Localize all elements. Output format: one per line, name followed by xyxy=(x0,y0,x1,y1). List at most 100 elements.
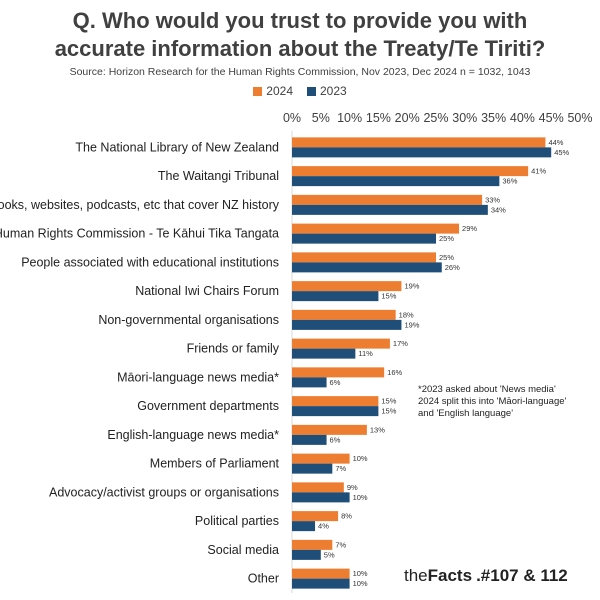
category-label: Non-governmental organisations xyxy=(98,313,279,327)
x-tick-label: 40% xyxy=(510,111,535,125)
data-label-2024: 44% xyxy=(548,138,563,147)
bar-2024 xyxy=(292,396,379,407)
bar-2024 xyxy=(292,482,344,493)
bar-2024 xyxy=(292,511,339,522)
data-label-2024: 25% xyxy=(439,253,454,262)
data-label-2023: 5% xyxy=(324,550,335,559)
x-tick-label: 0% xyxy=(283,111,301,125)
x-tick-label: 20% xyxy=(395,111,420,125)
x-tick-label: 45% xyxy=(539,111,564,125)
data-label-2024: 33% xyxy=(485,195,500,204)
data-label-2023: 36% xyxy=(502,177,517,186)
bar-2024 xyxy=(292,223,460,234)
category-label: Friends or family xyxy=(187,342,280,356)
legend-label-2024: 2024 xyxy=(266,84,293,98)
x-tick-label: 25% xyxy=(423,111,448,125)
category-label: Government departments xyxy=(137,399,279,413)
legend-item-2023: 2023 xyxy=(307,84,347,98)
bar-2024 xyxy=(292,338,390,349)
data-label-2024: 15% xyxy=(381,397,396,406)
data-label-2023: 15% xyxy=(381,292,396,301)
annotation-line-1: *2023 asked about 'News media' xyxy=(418,384,556,395)
brand-part-facts: Facts xyxy=(427,566,473,585)
data-label-2024: 9% xyxy=(347,483,358,492)
bar-2024 xyxy=(292,453,350,464)
category-label: The National Library of New Zealand xyxy=(75,140,279,154)
bar-2024 xyxy=(292,281,402,292)
category-label: Advocacy/activist groups or organisation… xyxy=(49,485,279,499)
bar-2023 xyxy=(292,233,436,244)
legend-swatch-2024 xyxy=(253,86,263,96)
bar-2024 xyxy=(292,166,529,177)
data-label-2023: 6% xyxy=(330,435,341,444)
category-label: English-language news media* xyxy=(107,428,279,442)
data-label-2024: 17% xyxy=(393,339,408,348)
chart-source: Source: Horizon Research for the Human R… xyxy=(69,66,531,78)
data-label-2023: 45% xyxy=(554,148,569,157)
annotation-line-3: and 'English language' xyxy=(418,408,514,419)
category-label: People associated with educational insti… xyxy=(21,255,279,269)
bar-2024 xyxy=(292,568,350,579)
bar-2023 xyxy=(292,578,350,589)
bar-2023 xyxy=(292,204,488,215)
legend-label-2023: 2023 xyxy=(320,84,347,98)
data-label-2024: 10% xyxy=(353,569,368,578)
data-label-2024: 19% xyxy=(404,282,419,291)
bar-2023 xyxy=(292,147,552,158)
bar-2024 xyxy=(292,367,385,378)
data-label-2023: 34% xyxy=(491,205,506,214)
category-label: Books, websites, podcasts, etc that cove… xyxy=(0,198,280,212)
category-label: Māori-language news media* xyxy=(117,370,279,384)
bar-2024 xyxy=(292,424,367,435)
bar-2023 xyxy=(292,319,402,330)
brand-logo: theFacts .#107 & 112 xyxy=(404,566,568,586)
category-label: The Waitangi Tribunal xyxy=(158,169,279,183)
x-tick-label: 15% xyxy=(366,111,391,125)
x-tick-label: 50% xyxy=(567,111,592,125)
data-label-2023: 26% xyxy=(445,263,460,272)
bar-2023 xyxy=(292,348,356,359)
x-tick-label: 35% xyxy=(481,111,506,125)
category-label: Social media xyxy=(207,543,279,557)
data-label-2023: 4% xyxy=(318,522,329,531)
data-label-2023: 11% xyxy=(358,349,373,358)
chart-annotation: *2023 asked about 'News media' 2024 spli… xyxy=(418,384,588,420)
legend-item-2024: 2024 xyxy=(253,84,293,98)
chart-legend: 2024 2023 xyxy=(0,84,600,98)
data-label-2024: 18% xyxy=(399,310,414,319)
bar-2023 xyxy=(292,521,316,532)
data-label-2024: 7% xyxy=(335,540,346,549)
bar-2023 xyxy=(292,176,500,187)
category-label: Other xyxy=(248,572,279,586)
bar-2023 xyxy=(292,492,350,503)
annotation-line-2: 2024 split this into 'Māori-language' xyxy=(418,396,567,407)
chart-title-line-2: accurate information about the Treaty/Te… xyxy=(54,36,546,61)
data-label-2023: 6% xyxy=(330,378,341,387)
bar-2024 xyxy=(292,539,333,550)
data-label-2024: 13% xyxy=(370,425,385,434)
data-label-2024: 41% xyxy=(531,167,546,176)
data-label-2024: 16% xyxy=(387,368,402,377)
bar-2024 xyxy=(292,137,546,148)
category-label: National Iwi Chairs Forum xyxy=(135,284,279,298)
data-label-2023: 10% xyxy=(353,579,368,588)
bar-2023 xyxy=(292,291,379,302)
bar-2024 xyxy=(292,252,436,263)
bar-2023 xyxy=(292,434,327,445)
bar-2023 xyxy=(292,377,327,388)
data-label-2023: 25% xyxy=(439,234,454,243)
x-tick-label: 30% xyxy=(452,111,477,125)
data-label-2024: 8% xyxy=(341,512,352,521)
bar-2024 xyxy=(292,309,396,320)
data-label-2023: 7% xyxy=(335,464,346,473)
legend-swatch-2023 xyxy=(307,86,316,96)
bar-2023 xyxy=(292,549,321,560)
category-label: Political parties xyxy=(195,514,279,528)
brand-part-number: .#107 & 112 xyxy=(476,566,568,585)
data-label-2024: 29% xyxy=(462,224,477,233)
category-label: Human Rights Commission - Te Kāhui Tika … xyxy=(0,227,279,241)
data-label-2023: 10% xyxy=(353,493,368,502)
category-label: Members of Parliament xyxy=(150,457,280,471)
bar-2024 xyxy=(292,194,483,205)
